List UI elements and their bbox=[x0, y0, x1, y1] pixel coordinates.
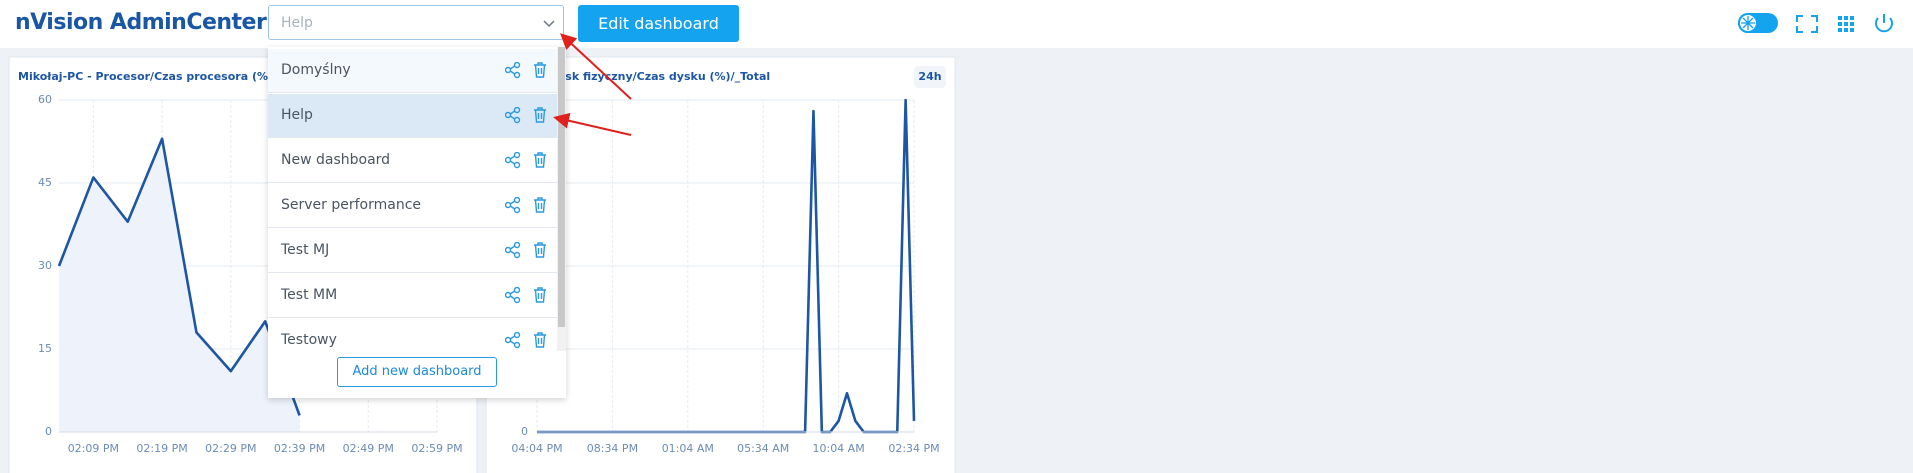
theme-toggle[interactable] bbox=[1738, 13, 1778, 33]
dashboard-name: Help bbox=[281, 107, 313, 123]
app-title: nVision AdminCenter bbox=[15, 10, 267, 35]
x-tick-label: 02:59 PM bbox=[411, 442, 462, 455]
y-tick-label: 0 bbox=[521, 425, 528, 438]
dashboard-name: Server performance bbox=[281, 197, 422, 213]
x-tick-label: 10:04 AM bbox=[812, 442, 864, 455]
apps-icon[interactable] bbox=[1838, 16, 1854, 32]
x-tick-label: 02:09 PM bbox=[68, 442, 119, 455]
y-tick-label: 15 bbox=[38, 342, 52, 355]
x-tick-label: 02:49 PM bbox=[343, 442, 394, 455]
dashboard-item[interactable]: Test MJ bbox=[268, 229, 557, 273]
dashboard-name: Testowy bbox=[281, 332, 337, 348]
range-badge: 24h bbox=[918, 70, 941, 83]
scroll-thumb[interactable] bbox=[558, 47, 565, 327]
x-tick-label: 05:34 AM bbox=[737, 442, 789, 455]
share-icon[interactable] bbox=[505, 62, 521, 79]
header-icons bbox=[1738, 13, 1893, 33]
menu-footer: Add new dashboard bbox=[268, 351, 566, 398]
dashboard-item[interactable]: Server performance bbox=[268, 184, 557, 228]
dashboard-list: Domyślny Help New dashboard Server performa… bbox=[268, 49, 557, 351]
share-icon[interactable] bbox=[505, 332, 521, 349]
x-tick-label: 02:34 PM bbox=[888, 442, 939, 455]
y-tick-label: 60 bbox=[38, 93, 52, 106]
share-icon[interactable] bbox=[505, 197, 521, 214]
dashboard-select[interactable]: Help bbox=[268, 5, 564, 40]
add-dashboard-button[interactable]: Add new dashboard bbox=[337, 357, 497, 387]
dashboard-name: Test MJ bbox=[281, 242, 330, 258]
dashboard-name: Test MM bbox=[281, 287, 338, 303]
dashboard-item[interactable]: Domyślny bbox=[268, 49, 557, 93]
delete-icon[interactable] bbox=[533, 152, 549, 169]
dashboard-menu: Domyślny Help New dashboard Server performa… bbox=[268, 47, 566, 398]
series-line bbox=[57, 137, 301, 416]
header: nVision AdminCenter Help Edit dashboard bbox=[0, 0, 1913, 48]
x-tick-label: 08:34 PM bbox=[587, 442, 638, 455]
dashboard-item[interactable]: New dashboard bbox=[268, 139, 557, 183]
x-tick-label: 02:19 PM bbox=[136, 442, 187, 455]
delete-icon[interactable] bbox=[533, 242, 549, 259]
power-icon[interactable] bbox=[1875, 14, 1893, 33]
x-tick-label: 02:39 PM bbox=[274, 442, 325, 455]
y-tick-label: 30 bbox=[38, 259, 52, 272]
delete-icon[interactable] bbox=[533, 197, 549, 214]
y-tick-label: 45 bbox=[38, 176, 52, 189]
share-icon[interactable] bbox=[505, 242, 521, 259]
dashboard-item[interactable]: Testowy bbox=[268, 319, 557, 351]
y-tick-label: 0 bbox=[45, 425, 52, 438]
chevron-icon bbox=[543, 20, 555, 28]
dashboard-name: New dashboard bbox=[281, 152, 391, 168]
dashboard-name: Domyślny bbox=[281, 62, 351, 78]
delete-icon[interactable] bbox=[533, 287, 549, 304]
x-tick-label: 04:04 PM bbox=[511, 442, 562, 455]
dashboard-item[interactable]: Help bbox=[268, 94, 557, 138]
scrollbar[interactable] bbox=[557, 47, 566, 351]
delete-icon[interactable] bbox=[533, 62, 549, 79]
select-value: Help bbox=[281, 15, 313, 31]
chart-title: Mikołaj-PC - Procesor/Czas procesora (%)… bbox=[18, 70, 313, 83]
x-tick-label: 02:29 PM bbox=[205, 442, 256, 455]
range-badge-bg bbox=[914, 66, 946, 88]
share-icon[interactable] bbox=[505, 287, 521, 304]
share-icon[interactable] bbox=[505, 107, 521, 124]
delete-icon[interactable] bbox=[533, 107, 549, 124]
x-tick-label: 01:04 AM bbox=[662, 442, 714, 455]
delete-icon[interactable] bbox=[533, 332, 549, 349]
fullscreen-icon[interactable] bbox=[1796, 15, 1818, 33]
dashboard-item[interactable]: Test MM bbox=[268, 274, 557, 318]
chart-title: Dysk fizyczny/Czas dysku (%)/_Total bbox=[549, 70, 770, 83]
share-icon[interactable] bbox=[505, 152, 521, 169]
